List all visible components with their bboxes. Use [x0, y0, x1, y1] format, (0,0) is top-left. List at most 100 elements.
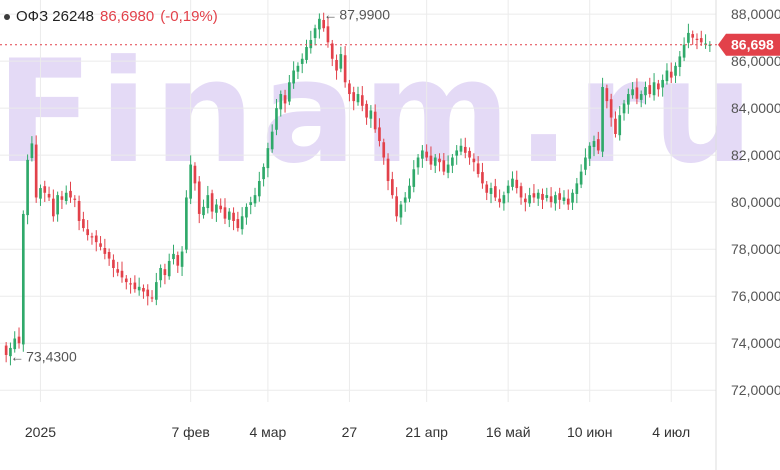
y-tick-label: 86,0000: [731, 53, 780, 69]
candle-body: [236, 219, 240, 229]
candle-body: [485, 184, 489, 193]
y-tick-label: 72,0000: [731, 382, 780, 398]
candle-body: [493, 186, 497, 198]
candle-body: [52, 198, 55, 217]
candle-body: [365, 103, 368, 118]
candle-body: [112, 259, 115, 268]
candle-body: [356, 94, 360, 103]
candle-body: [536, 192, 540, 199]
candle-body: [82, 219, 85, 229]
candle-body: [343, 55, 347, 83]
candle-body: [459, 145, 463, 152]
candle-body: [202, 206, 205, 216]
candle-body: [648, 85, 652, 95]
candle-body: [614, 118, 617, 134]
candle-body: [489, 188, 493, 194]
x-tick-label: 4 июл: [652, 424, 690, 440]
candle-body: [511, 178, 514, 187]
candle-body: [9, 347, 12, 357]
candle-body: [322, 19, 326, 29]
candle-body: [73, 198, 77, 200]
chart-header: ОФЗ 26248 86,6980 (-0,19%): [4, 8, 218, 25]
candle-body: [77, 201, 81, 221]
candle-body: [210, 193, 214, 212]
candle-body: [240, 216, 244, 230]
y-tick-label: 88,0000: [731, 6, 780, 22]
candle-body: [558, 193, 562, 200]
candle-body: [43, 186, 47, 193]
extreme-annotation: 87,9900: [339, 6, 390, 22]
candle-body: [661, 79, 664, 88]
candle-body: [609, 99, 613, 118]
candle-body: [502, 195, 506, 204]
candle-body: [468, 150, 471, 158]
candle-body: [300, 58, 304, 64]
candle-body: [13, 338, 17, 350]
candle-body: [142, 287, 145, 292]
candle-body: [506, 185, 510, 194]
last-price-tag-label: 86,698: [731, 37, 774, 53]
x-tick-label: 7 фев: [171, 424, 209, 440]
y-tick-label: 84,0000: [731, 100, 780, 116]
candle-body: [399, 204, 403, 218]
candle-body: [86, 229, 90, 236]
candle-body: [305, 47, 308, 60]
candle-body: [133, 282, 137, 290]
x-tick-label: 27: [342, 424, 358, 440]
candle-body: [386, 158, 390, 182]
candle-body: [429, 155, 433, 165]
candle-body: [39, 188, 42, 199]
candle-body: [146, 289, 150, 297]
candle-body: [232, 212, 235, 221]
candle-body: [249, 202, 253, 205]
candle-body: [519, 186, 523, 198]
candle-body: [154, 282, 158, 300]
candle-body: [605, 88, 609, 102]
candle-body: [618, 115, 622, 136]
x-tick-label: 21 апр: [405, 424, 448, 440]
candle-body: [309, 39, 313, 49]
candle-body: [687, 32, 690, 43]
candle-body: [669, 71, 673, 78]
candle-body: [596, 139, 600, 151]
candle-body: [644, 86, 647, 96]
candle-body: [180, 251, 184, 267]
candle-body: [657, 83, 660, 90]
candle-body: [30, 143, 34, 158]
candle-body: [699, 38, 703, 43]
candle-body: [69, 190, 72, 198]
candle-body: [245, 206, 248, 218]
candle-body: [296, 65, 300, 72]
candle-body: [352, 92, 356, 102]
candle-body: [159, 268, 162, 281]
candle-body: [348, 83, 351, 95]
candle-body: [541, 193, 544, 200]
candle-body: [270, 131, 274, 150]
candle-body: [446, 164, 450, 173]
candle-body: [313, 28, 317, 39]
candle-body: [206, 195, 210, 209]
candle-body: [438, 158, 441, 163]
candle-body: [481, 172, 484, 184]
price-change-label: (-0,19%): [160, 8, 218, 25]
last-price-tag: [718, 33, 780, 56]
candle-body: [442, 160, 446, 172]
candle-body: [56, 195, 59, 215]
candle-body: [622, 103, 626, 114]
candle-body: [266, 148, 270, 169]
candle-body: [90, 236, 94, 238]
candle-body: [197, 181, 201, 214]
candle-body: [549, 196, 553, 203]
y-tick-label: 76,0000: [731, 288, 780, 304]
candle-body: [185, 197, 188, 250]
candle-body: [137, 286, 141, 291]
candle-body: [588, 145, 592, 159]
candle-body: [382, 142, 386, 158]
x-tick-label: 10 июн: [567, 424, 613, 440]
candle-body: [665, 70, 669, 82]
candle-body: [631, 89, 634, 96]
candle-body: [257, 181, 261, 197]
candle-body: [674, 65, 677, 76]
candle-body: [124, 278, 128, 283]
